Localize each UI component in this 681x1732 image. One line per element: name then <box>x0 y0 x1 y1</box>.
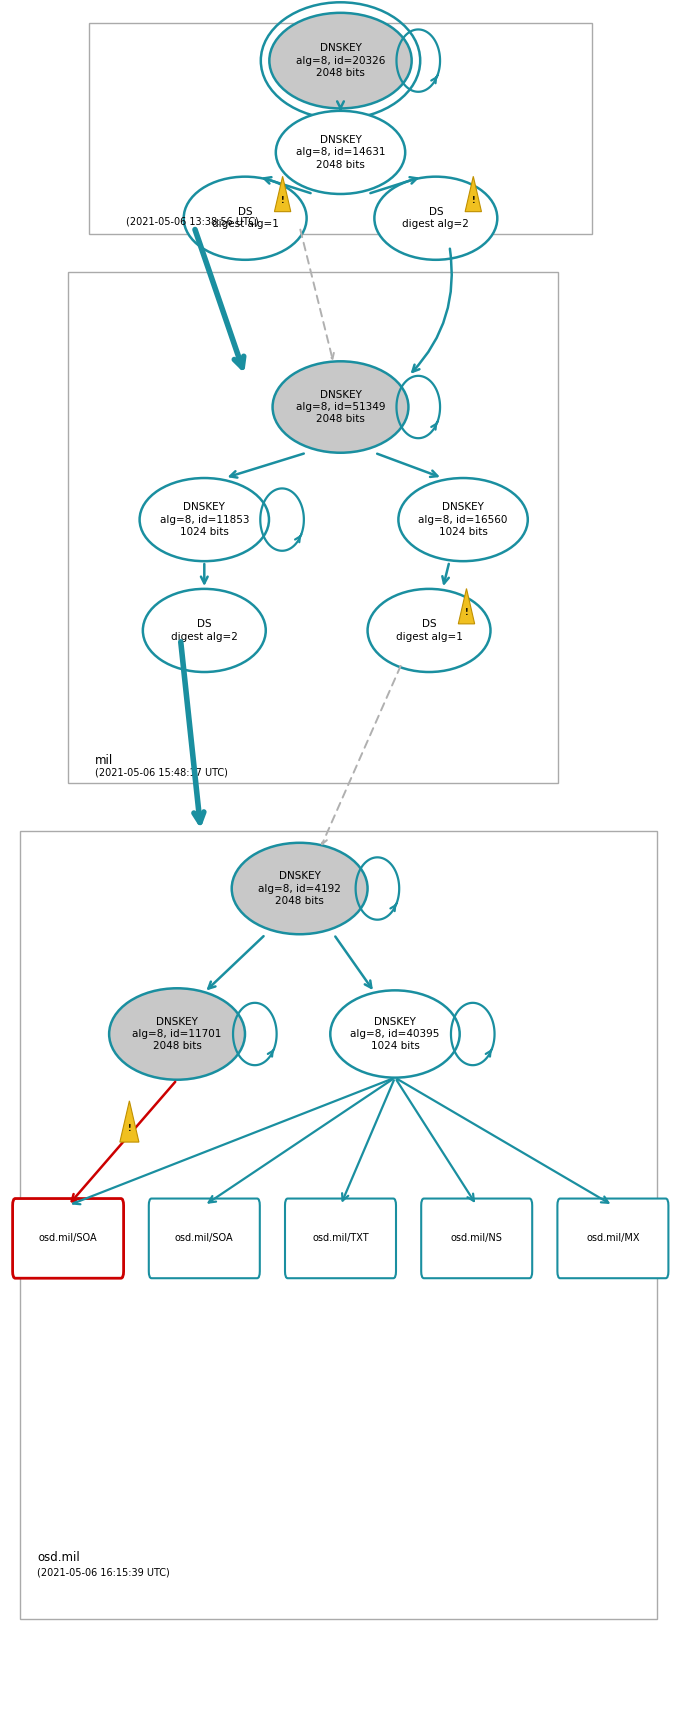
Text: osd.mil/SOA: osd.mil/SOA <box>175 1233 234 1244</box>
Text: !: ! <box>464 608 469 617</box>
Text: !: ! <box>281 196 285 204</box>
Text: DNSKEY
alg=8, id=20326
2048 bits: DNSKEY alg=8, id=20326 2048 bits <box>296 43 385 78</box>
FancyBboxPatch shape <box>68 272 558 783</box>
FancyBboxPatch shape <box>421 1199 533 1278</box>
Text: (2021-05-06 13:38:56 UTC): (2021-05-06 13:38:56 UTC) <box>126 216 259 227</box>
Ellipse shape <box>375 177 497 260</box>
Ellipse shape <box>184 177 306 260</box>
Ellipse shape <box>398 478 528 561</box>
Ellipse shape <box>143 589 266 672</box>
FancyBboxPatch shape <box>148 1199 259 1278</box>
FancyBboxPatch shape <box>557 1199 669 1278</box>
FancyBboxPatch shape <box>285 1199 396 1278</box>
Text: DS
digest alg=1: DS digest alg=1 <box>396 620 462 641</box>
Text: osd.mil/NS: osd.mil/NS <box>451 1233 503 1244</box>
Text: DNSKEY
alg=8, id=40395
1024 bits: DNSKEY alg=8, id=40395 1024 bits <box>350 1017 440 1051</box>
Text: DNSKEY
alg=8, id=14631
2048 bits: DNSKEY alg=8, id=14631 2048 bits <box>296 135 385 170</box>
Polygon shape <box>465 177 481 211</box>
Text: (2021-05-06 16:15:39 UTC): (2021-05-06 16:15:39 UTC) <box>37 1567 170 1578</box>
Ellipse shape <box>232 843 368 934</box>
Ellipse shape <box>109 989 245 1079</box>
Text: DS
digest alg=1: DS digest alg=1 <box>212 208 279 229</box>
Ellipse shape <box>272 362 409 452</box>
Text: !: ! <box>471 196 475 204</box>
Polygon shape <box>120 1102 139 1141</box>
Text: osd.mil: osd.mil <box>37 1550 80 1564</box>
Text: DNSKEY
alg=8, id=4192
2048 bits: DNSKEY alg=8, id=4192 2048 bits <box>258 871 341 906</box>
FancyBboxPatch shape <box>20 831 657 1619</box>
Ellipse shape <box>330 991 460 1077</box>
FancyBboxPatch shape <box>13 1199 124 1278</box>
Text: DNSKEY
alg=8, id=16560
1024 bits: DNSKEY alg=8, id=16560 1024 bits <box>418 502 508 537</box>
Polygon shape <box>458 589 475 624</box>
Text: DNSKEY
alg=8, id=11701
2048 bits: DNSKEY alg=8, id=11701 2048 bits <box>132 1017 222 1051</box>
Text: osd.mil/MX: osd.mil/MX <box>586 1233 639 1244</box>
Ellipse shape <box>276 111 405 194</box>
Text: !: ! <box>127 1124 131 1133</box>
Ellipse shape <box>270 12 411 109</box>
Ellipse shape <box>368 589 490 672</box>
Text: DS
digest alg=2: DS digest alg=2 <box>171 620 238 641</box>
Text: (2021-05-06 15:48:17 UTC): (2021-05-06 15:48:17 UTC) <box>95 767 228 778</box>
Text: mil: mil <box>95 753 114 767</box>
Text: DNSKEY
alg=8, id=11853
1024 bits: DNSKEY alg=8, id=11853 1024 bits <box>159 502 249 537</box>
Polygon shape <box>274 177 291 211</box>
Text: osd.mil/SOA: osd.mil/SOA <box>39 1233 97 1244</box>
FancyBboxPatch shape <box>89 23 592 234</box>
Text: DS
digest alg=2: DS digest alg=2 <box>402 208 469 229</box>
Ellipse shape <box>140 478 269 561</box>
Text: DNSKEY
alg=8, id=51349
2048 bits: DNSKEY alg=8, id=51349 2048 bits <box>296 390 385 424</box>
Text: osd.mil/TXT: osd.mil/TXT <box>312 1233 369 1244</box>
